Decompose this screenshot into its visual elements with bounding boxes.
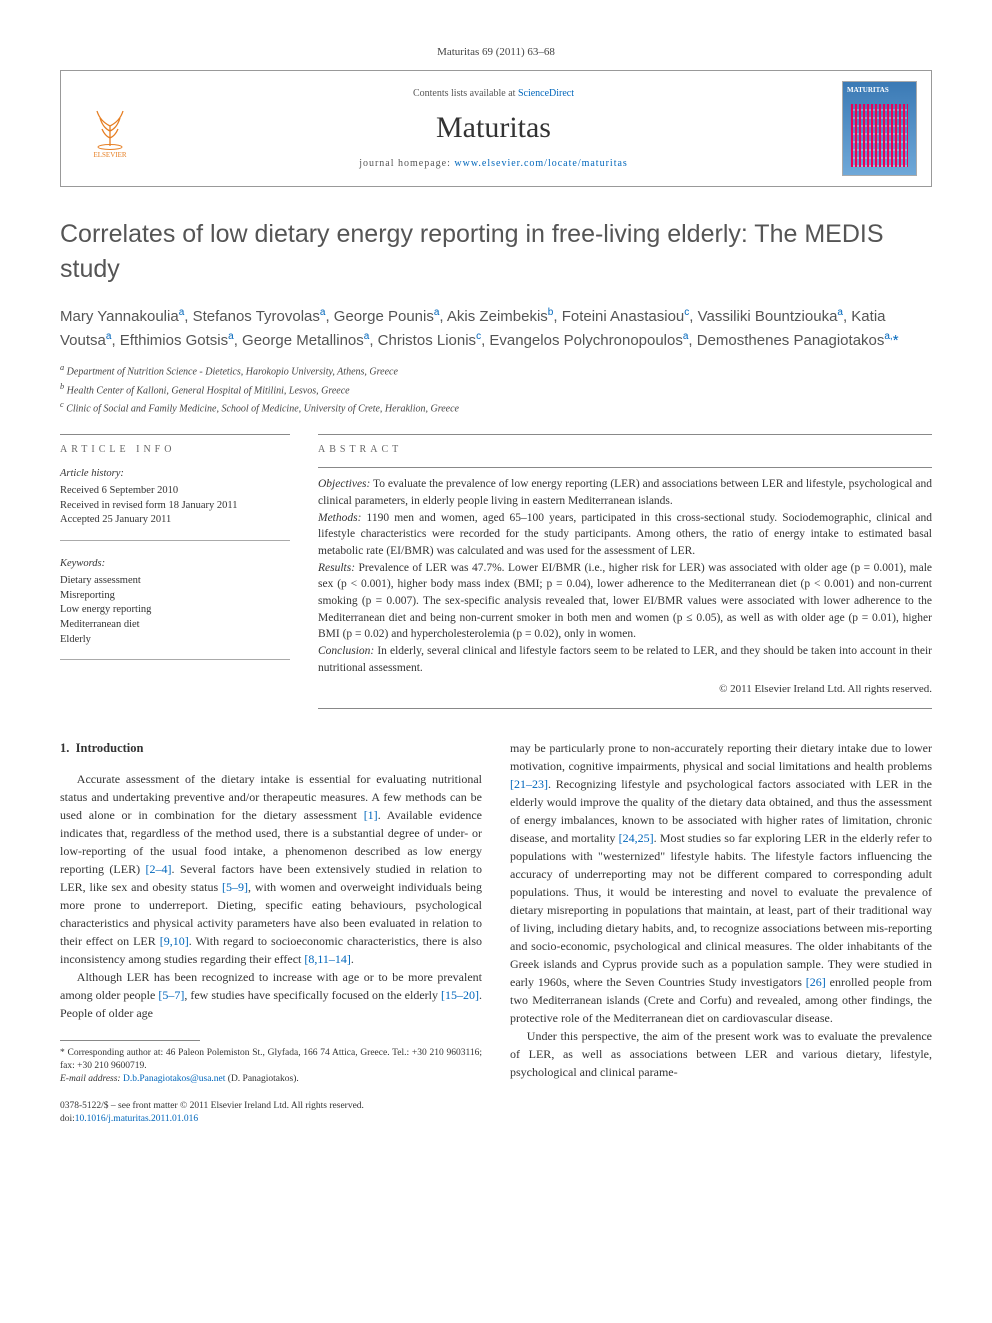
affiliation-line: a Department of Nutrition Science - Diet… [60, 362, 932, 379]
results-label: Results: [318, 562, 355, 574]
email-line: E-mail address: D.b.Panagiotakos@usa.net… [60, 1073, 482, 1086]
citation-ref[interactable]: [9,10] [160, 934, 189, 948]
history-line: Received in revised form 18 January 2011 [60, 499, 290, 514]
elsevier-logo: ELSEVIER [75, 89, 145, 169]
header-center: Contents lists available at ScienceDirec… [159, 87, 828, 171]
journal-reference: Maturitas 69 (2011) 63–68 [60, 45, 932, 60]
methods-label: Methods: [318, 512, 361, 524]
citation-ref[interactable]: [8,11–14] [304, 952, 351, 966]
citation-ref[interactable]: [5–9] [222, 880, 248, 894]
citation-ref[interactable]: [5–7] [158, 988, 184, 1002]
article-info-column: ARTICLE INFO Article history: Received 6… [60, 434, 290, 709]
abstract-column: ABSTRACT Objectives: To evaluate the pre… [318, 434, 932, 709]
elsevier-label: ELSEVIER [93, 151, 126, 161]
footnote-rule [60, 1040, 200, 1041]
history-line: Received 6 September 2010 [60, 484, 290, 499]
body-columns: 1. Introduction Accurate assessment of t… [60, 739, 932, 1085]
elsevier-tree-icon [85, 96, 135, 151]
methods-text: 1190 men and women, aged 65–100 years, p… [318, 512, 932, 557]
keyword: Dietary assessment [60, 574, 290, 589]
body-paragraph: Accurate assessment of the dietary intak… [60, 770, 482, 968]
keyword: Low energy reporting [60, 603, 290, 618]
doi-label: doi: [60, 1114, 75, 1124]
homepage-prefix: journal homepage: [359, 158, 454, 169]
affiliation-line: b Health Center of Kalloni, General Hosp… [60, 381, 932, 398]
article-title: Correlates of low dietary energy reporti… [60, 217, 932, 287]
body-column-right: may be particularly prone to non-accurat… [510, 739, 932, 1085]
email-suffix: (D. Panagiotakos). [225, 1074, 298, 1084]
citation-ref[interactable]: [1] [364, 808, 378, 822]
section-heading-introduction: 1. Introduction [60, 739, 482, 758]
citation-ref[interactable]: [2–4] [146, 862, 172, 876]
article-history: Article history: Received 6 September 20… [60, 467, 290, 541]
article-info-header: ARTICLE INFO [60, 434, 290, 457]
conclusion-label: Conclusion: [318, 645, 374, 657]
issn-line: 0378-5122/$ – see front matter © 2011 El… [60, 1100, 932, 1113]
citation-ref[interactable]: [24,25] [619, 831, 654, 845]
objectives-text: To evaluate the prevalence of low energy… [318, 478, 932, 507]
objectives-label: Objectives: [318, 478, 370, 490]
keyword: Misreporting [60, 589, 290, 604]
corresponding-text: * Corresponding author at: 46 Paleon Pol… [60, 1047, 482, 1073]
citation-ref[interactable]: [15–20] [441, 988, 479, 1002]
body-paragraph: Although LER has been recognized to incr… [60, 968, 482, 1022]
abstract-header: ABSTRACT [318, 434, 932, 457]
citation-ref[interactable]: [21–23] [510, 777, 548, 791]
affiliation-line: c Clinic of Social and Family Medicine, … [60, 399, 932, 416]
corresponding-author-footnote: * Corresponding author at: 46 Paleon Pol… [60, 1047, 482, 1085]
keyword: Elderly [60, 633, 290, 648]
journal-header: ELSEVIER Contents lists available at Sci… [60, 70, 932, 187]
results-text: Prevalence of LER was 47.7%. Lower EI/BM… [318, 562, 932, 641]
journal-name: Maturitas [159, 107, 828, 149]
abstract-copyright: © 2011 Elsevier Ireland Ltd. All rights … [318, 682, 932, 698]
conclusion-text: In elderly, several clinical and lifesty… [318, 645, 932, 674]
body-column-left: 1. Introduction Accurate assessment of t… [60, 739, 482, 1085]
keywords-block: Keywords: Dietary assessmentMisreporting… [60, 557, 290, 660]
homepage-line: journal homepage: www.elsevier.com/locat… [159, 157, 828, 171]
contents-line: Contents lists available at ScienceDirec… [159, 87, 828, 101]
journal-cover-thumbnail [842, 81, 917, 176]
email-label: E-mail address: [60, 1074, 121, 1084]
doi-line: doi:10.1016/j.maturitas.2011.01.016 [60, 1113, 932, 1126]
body-paragraph: may be particularly prone to non-accurat… [510, 739, 932, 1027]
doi-link[interactable]: 10.1016/j.maturitas.2011.01.016 [75, 1114, 198, 1124]
abstract-body: Objectives: To evaluate the prevalence o… [318, 467, 932, 709]
authors-list: Mary Yannakouliaa, Stefanos Tyrovolasa, … [60, 305, 932, 352]
sciencedirect-link[interactable]: ScienceDirect [518, 88, 574, 99]
contents-prefix: Contents lists available at [413, 88, 518, 99]
page-footer: 0378-5122/$ – see front matter © 2011 El… [60, 1100, 932, 1127]
history-line: Accepted 25 January 2011 [60, 513, 290, 528]
keywords-title: Keywords: [60, 557, 290, 572]
keyword: Mediterranean diet [60, 618, 290, 633]
journal-homepage-link[interactable]: www.elsevier.com/locate/maturitas [454, 158, 627, 169]
body-paragraph: Under this perspective, the aim of the p… [510, 1027, 932, 1081]
history-title: Article history: [60, 467, 290, 482]
email-link[interactable]: D.b.Panagiotakos@usa.net [123, 1074, 225, 1084]
affiliations: a Department of Nutrition Science - Diet… [60, 362, 932, 416]
citation-ref[interactable]: [26] [806, 975, 826, 989]
